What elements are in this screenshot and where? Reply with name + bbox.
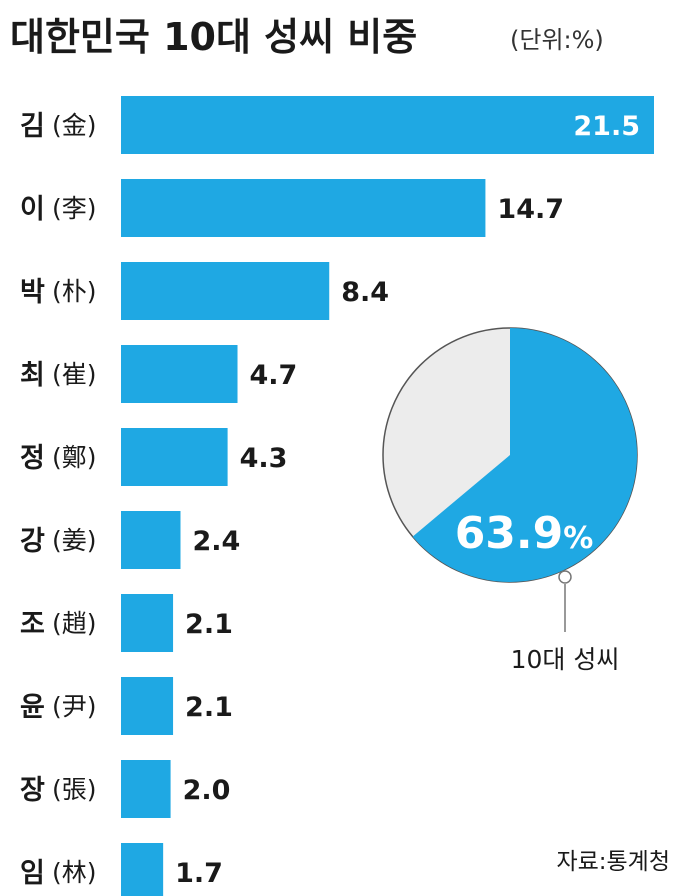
value-label: 14.7 [497,194,564,225]
category-label: 장 [20,775,45,806]
pie-leader-dot [558,570,572,584]
bar [121,677,174,735]
value-label: 2.1 [185,609,233,640]
bar [121,262,330,320]
bar [121,345,238,403]
pie-value-label: 63.9% [455,508,594,559]
category-label: 박 [20,277,45,308]
category-hanja-label: (姜) [52,526,97,555]
value-label: 2.0 [183,775,231,806]
bar [121,511,181,569]
category-hanja-label: (林) [52,858,97,887]
bar [121,179,486,237]
category-hanja-label: (趙) [52,609,97,638]
unit-label: (단위:%) [510,26,604,54]
category-label: 임 [20,858,45,889]
category-hanja-label: (李) [52,194,97,223]
value-label: 2.4 [192,526,240,557]
pie-slice-top10 [412,328,637,582]
source-label: 자료:통계청 [556,849,670,875]
category-hanja-label: (張) [52,775,97,804]
bar [121,428,228,486]
bar [121,760,171,818]
bar [121,843,164,896]
value-label: 21.5 [573,111,640,142]
bar-series: 김 (金) 21.5 이 (李) 14.7 박 (朴) 8.4 최 (崔) 4.7 정 (鄭) 4.3 강 (姜… [20,96,654,896]
value-label: 1.7 [175,858,223,889]
category-label: 이 [20,194,45,225]
chart-title: 대한민국 10대 성씨 비중 [10,15,417,59]
category-hanja-label: (鄭) [52,443,97,472]
category-label: 조 [20,609,45,640]
category-label: 정 [20,443,45,474]
value-label: 2.1 [185,692,233,723]
category-hanja-label: (尹) [52,692,97,721]
pie-chart: 63.9% 10대 성씨 [382,327,638,674]
pie-caption: 10대 성씨 [511,645,620,674]
value-label: 8.4 [341,277,389,308]
bar [121,96,654,154]
bar [121,594,174,652]
value-label: 4.7 [250,360,298,391]
category-label: 윤 [20,692,45,723]
category-hanja-label: (金) [52,111,97,140]
category-label: 김 [20,111,45,142]
category-label: 최 [20,360,45,391]
category-hanja-label: (朴) [52,277,97,306]
value-label: 4.3 [240,443,288,474]
category-hanja-label: (崔) [52,360,97,389]
category-label: 강 [20,526,45,557]
